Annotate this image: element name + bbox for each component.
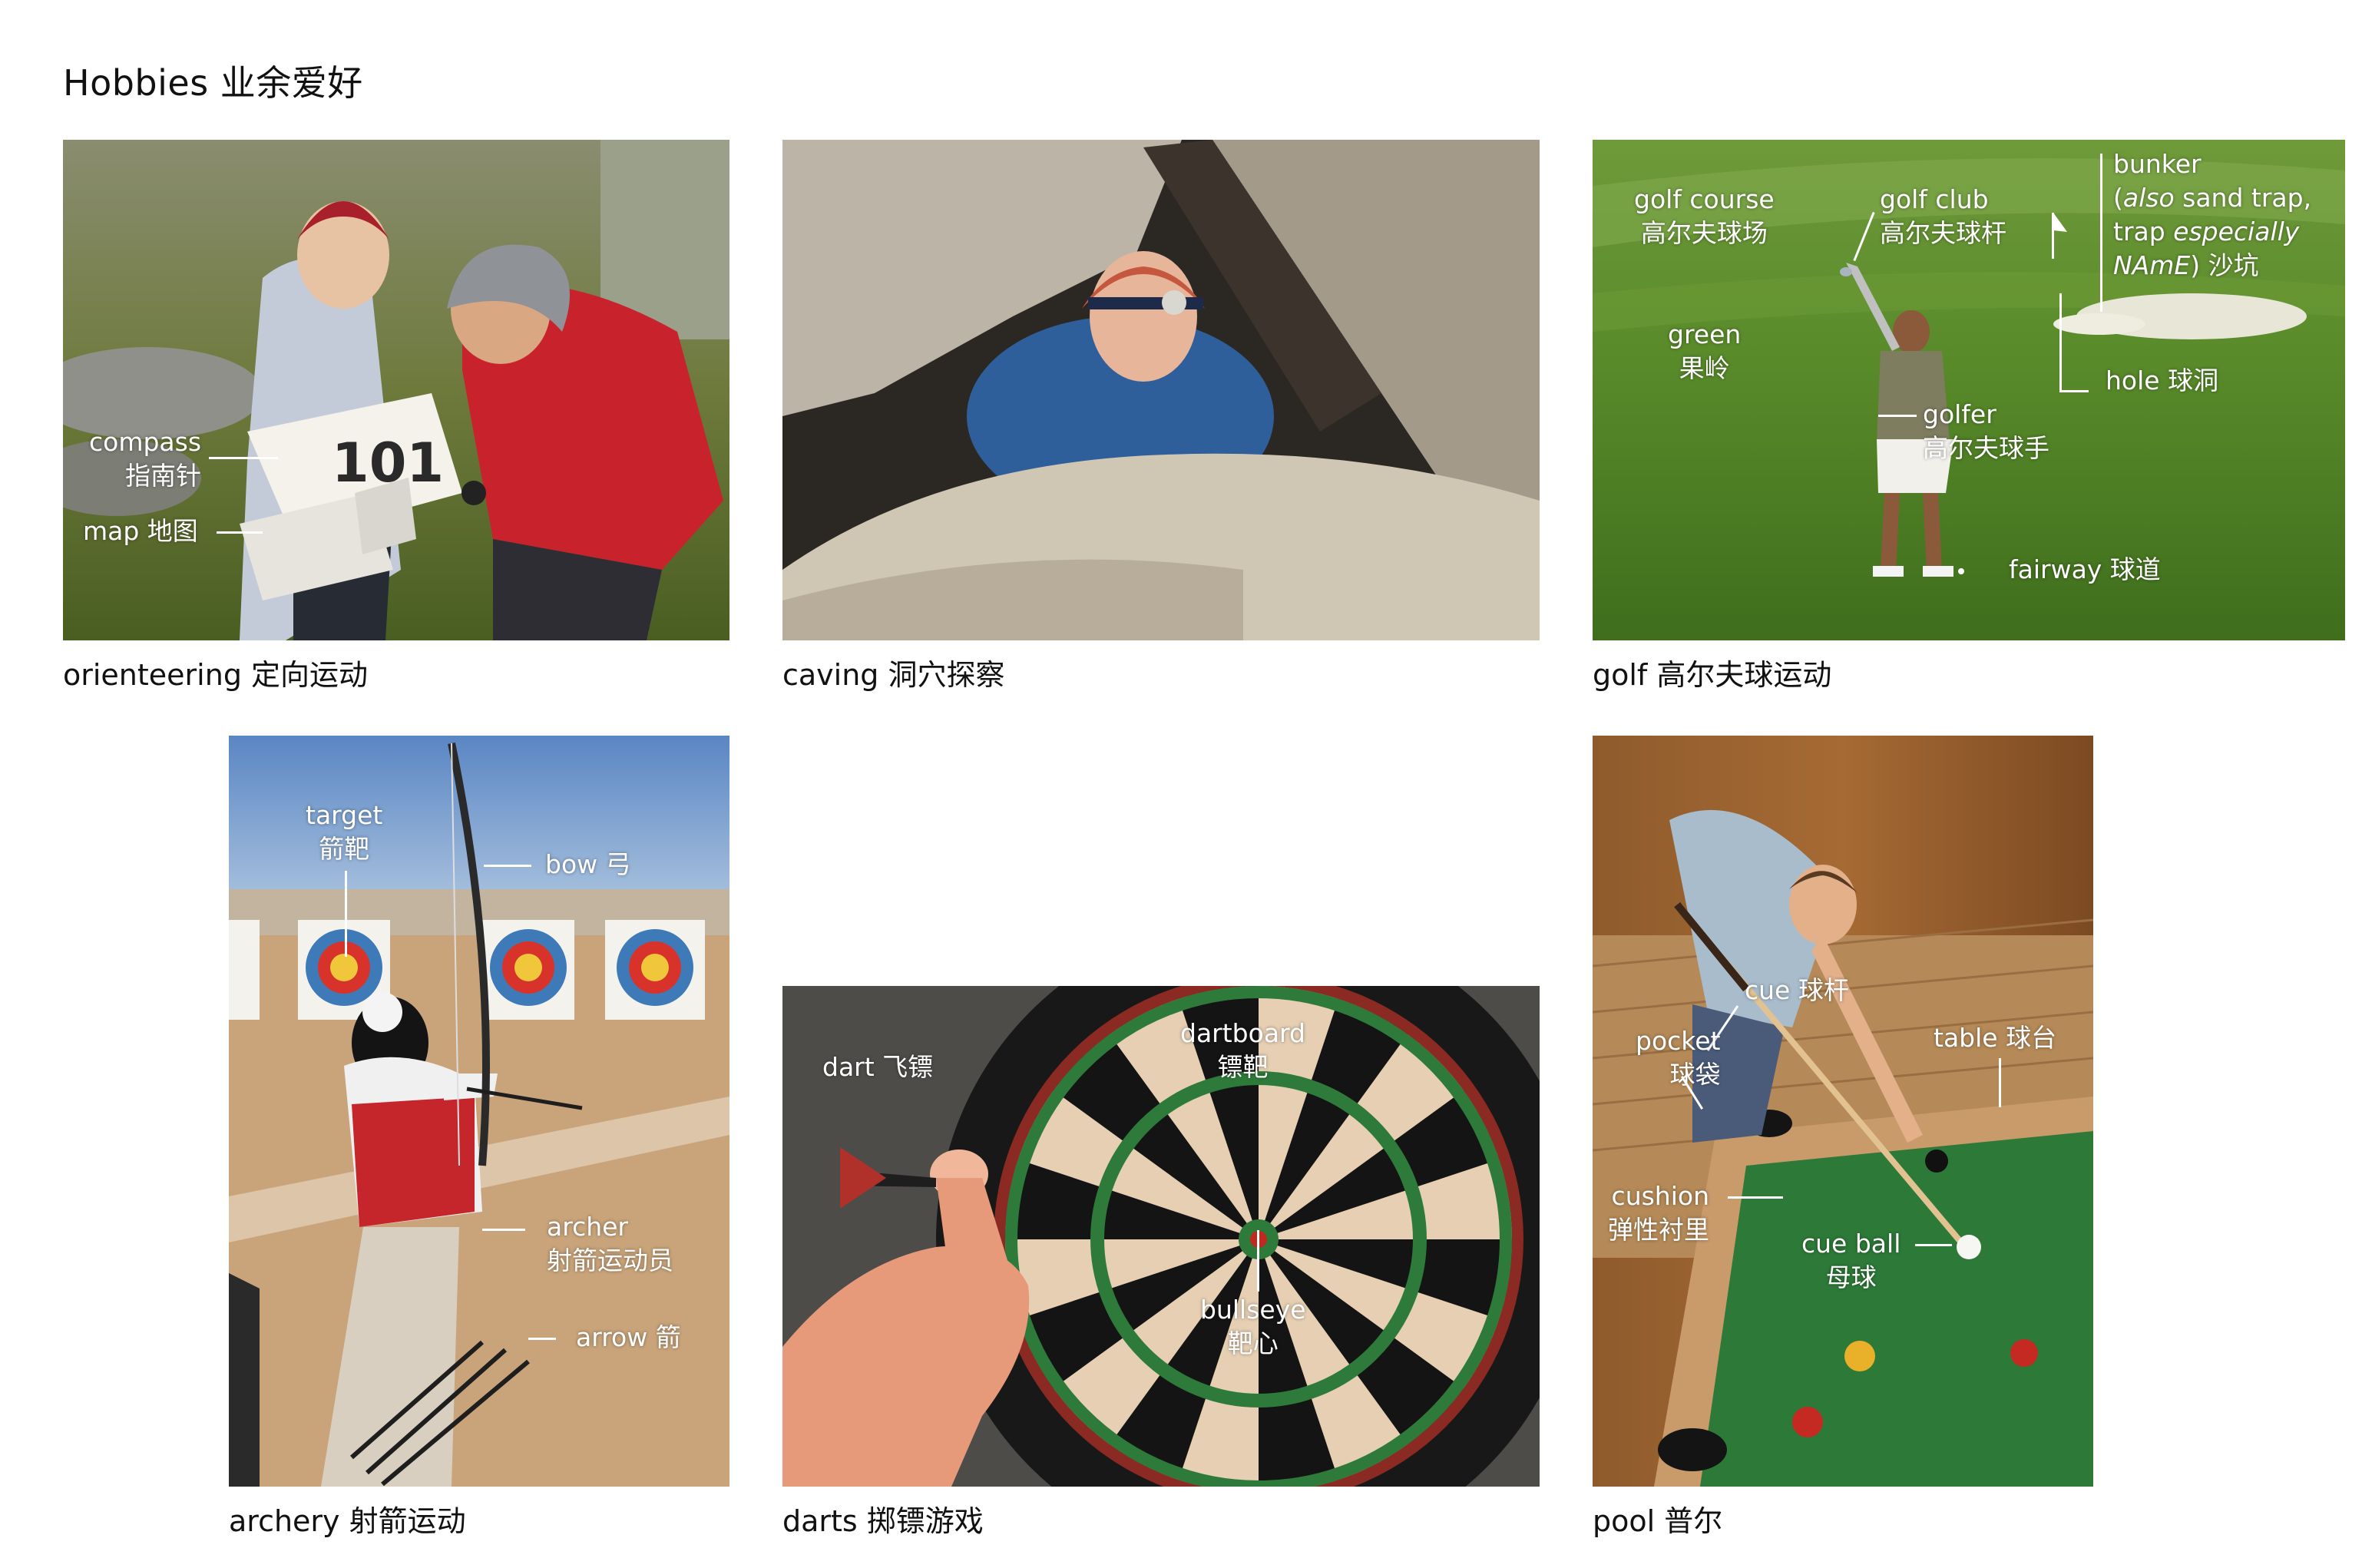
darts-caption: darts 掷镖游戏 xyxy=(782,1504,984,1538)
bow-label: bow 弓 xyxy=(545,849,631,879)
page-title: Hobbies 业余爱好 xyxy=(63,62,363,104)
caving-photo xyxy=(782,140,1540,640)
orienteering-caption: orienteering 定向运动 xyxy=(63,658,369,692)
dart-label: dart 飞镖 xyxy=(822,1052,934,1082)
caving-caption: caving 洞穴探察 xyxy=(782,658,1005,692)
golf-illustration xyxy=(1593,140,2345,640)
golfer-label: golfer 高尔夫球手 xyxy=(1923,399,2049,463)
pool-caption: pool 普尔 xyxy=(1593,1504,1723,1538)
golf-club-label: golf club 高尔夫球杆 xyxy=(1880,184,2006,248)
map-leader-line xyxy=(217,531,263,534)
pool-illustration xyxy=(1593,736,2093,1487)
darts-photo: dart 飞镖 dartboard 镖靶 bullseye 靶心 xyxy=(782,986,1540,1487)
cue-ball-label: cue ball 母球 xyxy=(1801,1229,1901,1292)
archery-illustration xyxy=(229,736,729,1487)
dartboard-label: dartboard 镖靶 xyxy=(1180,1018,1305,1082)
svg-text:101: 101 xyxy=(332,432,444,495)
cue-label: cue 球杆 xyxy=(1745,975,1849,1005)
fairway-label: fairway 球道 xyxy=(2009,554,2161,584)
target-boards xyxy=(229,920,705,1020)
bunker-label: bunker (also sand trap, trap especially … xyxy=(2113,149,2312,280)
bow-leader-line xyxy=(484,865,531,867)
hole-leader-line-horizontal xyxy=(2059,390,2089,392)
archer-label: archer 射箭运动员 xyxy=(547,1212,673,1275)
bunker-leader-line xyxy=(2100,154,2102,312)
compass-label: compass 指南针 xyxy=(89,427,202,491)
table-label: table 球台 xyxy=(1934,1023,2057,1053)
golf-course-label: golf course 高尔夫球场 xyxy=(1634,184,1775,248)
bullseye-leader-line xyxy=(1257,1230,1259,1292)
archery-photo: target 箭靶 bow 弓 archer 射箭运动员 arrow 箭 xyxy=(229,736,729,1487)
arrow-leader-line xyxy=(528,1338,556,1340)
archery-caption: archery 射箭运动 xyxy=(229,1504,466,1538)
map-label: map 地图 xyxy=(83,516,198,546)
compass-leader-line xyxy=(209,457,278,459)
target-label: target 箭靶 xyxy=(306,800,383,864)
cue-ball-leader-line xyxy=(1915,1244,1952,1246)
golfer-leader-line xyxy=(1878,415,1917,417)
orienteering-illustration: 101 xyxy=(63,140,729,640)
target-leader-line xyxy=(345,871,347,957)
hole-label: hole 球洞 xyxy=(2106,366,2219,395)
caving-illustration xyxy=(782,140,1540,640)
pocket-label: pocket 球袋 xyxy=(1636,1026,1721,1090)
cushion-leader-line xyxy=(1728,1196,1783,1199)
arrow-label: arrow 箭 xyxy=(576,1322,681,1352)
pool-photo: cue 球杆 pocket 球袋 table 球台 cushion 弹性衬里 c… xyxy=(1593,736,2093,1487)
cushion-label: cushion 弹性衬里 xyxy=(1608,1181,1709,1245)
green-label: green 果岭 xyxy=(1668,319,1742,383)
table-leader-line xyxy=(1999,1058,2001,1107)
hole-leader-line-vertical xyxy=(2059,293,2062,392)
bullseye-label: bullseye 靶心 xyxy=(1200,1295,1306,1358)
golf-caption: golf 高尔夫球运动 xyxy=(1593,658,1832,692)
golf-photo: golf course 高尔夫球场 golf club 高尔夫球杆 bunker… xyxy=(1593,140,2345,640)
archer-leader-line xyxy=(482,1229,525,1231)
orienteering-photo: 101 compass 指南针 map 地图 xyxy=(63,140,729,640)
